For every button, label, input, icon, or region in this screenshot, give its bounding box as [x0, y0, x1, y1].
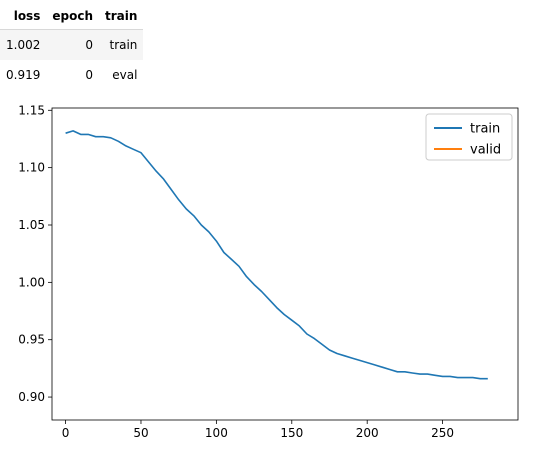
y-tick-label: 0.90: [18, 390, 45, 404]
x-tick-label: 200: [356, 426, 379, 440]
series-line-train: [65, 130, 488, 380]
legend-label-train: train: [470, 122, 500, 137]
table-cell-loss: 0.919: [0, 60, 47, 90]
table-header-row: loss epoch train: [0, 3, 144, 30]
y-tick-label: 1.10: [18, 161, 45, 175]
x-tick-label: 250: [431, 426, 454, 440]
y-tick-label: 0.95: [18, 333, 45, 347]
y-tick-label: 1.15: [18, 103, 45, 117]
plot-frame: [51, 107, 519, 421]
table-cell-train: eval: [99, 60, 144, 90]
x-tick-label: 0: [62, 426, 70, 440]
y-tick-label: 1.00: [18, 275, 45, 289]
loss-chart: 0 50 100 150 200 250 0.90 0.95 1.00 1.05 1.10 1.15 t…: [18, 103, 519, 440]
column-header-train: train: [99, 3, 144, 30]
x-tick-label: 150: [280, 426, 303, 440]
metrics-table: loss epoch train 1.002 0 train 0.919 0 e…: [0, 3, 144, 90]
column-header-epoch: epoch: [46, 3, 99, 30]
column-header-loss: loss: [0, 3, 47, 30]
y-tick-label: 1.05: [18, 218, 45, 232]
table-cell-loss: 1.002: [0, 29, 47, 60]
x-tick-label: 100: [205, 426, 228, 440]
table-cell-epoch: 0: [46, 29, 99, 60]
table-cell-epoch: 0: [46, 60, 99, 90]
table-row: 1.002 0 train: [0, 29, 144, 60]
table-cell-train: train: [99, 29, 144, 60]
table-row: 0.919 0 eval: [0, 60, 144, 90]
legend-label-valid: valid: [470, 143, 501, 158]
x-tick-label: 50: [133, 426, 148, 440]
